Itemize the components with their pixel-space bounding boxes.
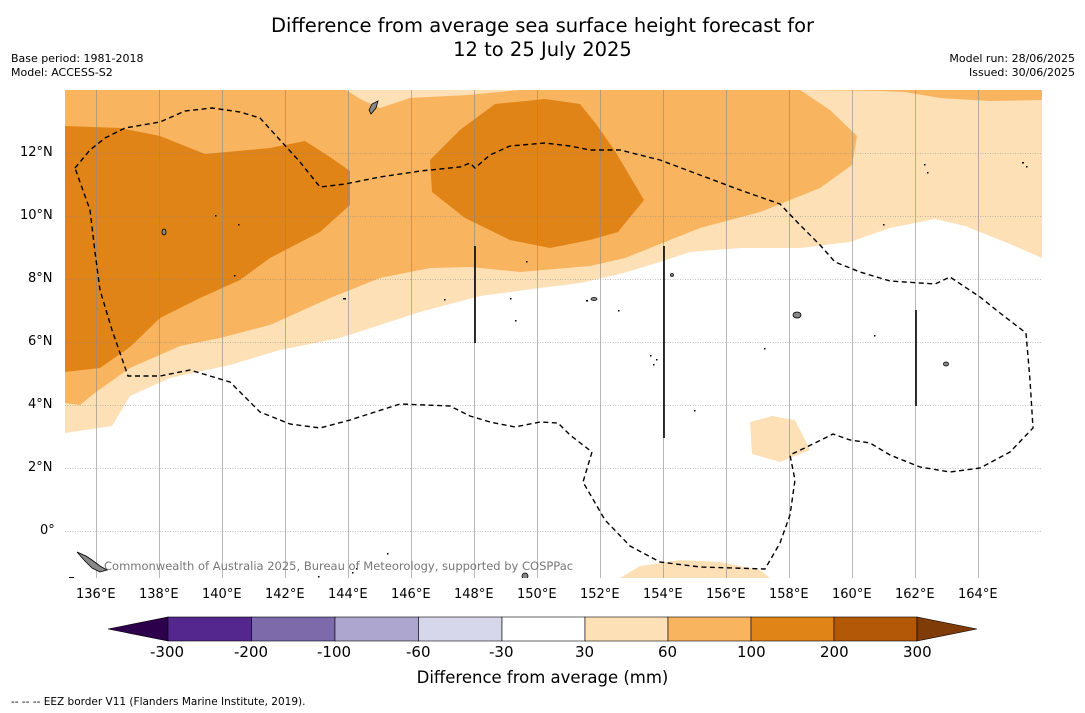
model-name: Model: ACCESS-S2 (11, 66, 113, 79)
meta-left: Base period: 1981-2018 Model: ACCESS-S2 (11, 52, 143, 80)
island-small-1 (161, 228, 167, 236)
cb-tick-m300: -300 (150, 643, 185, 661)
island-kosrae (943, 361, 949, 367)
islands (76, 100, 949, 578)
lat-tick-2n: 2°N (28, 460, 53, 475)
lon-tick-158e: 158°E (769, 587, 809, 602)
cb-tick-100: 100 (737, 643, 766, 661)
colorbar-bin-6 (584, 616, 669, 642)
title-line-1: Difference from average sea surface heig… (270, 14, 815, 37)
colorbar-bin-8 (750, 616, 835, 642)
cb-tick-30: 30 (575, 643, 595, 661)
island-manus (521, 572, 529, 578)
island-new-guinea (76, 551, 109, 573)
model-run: Model run: 28/06/2025 (949, 52, 1075, 65)
island-pohnpei (792, 311, 802, 319)
colorbar-extend-low (107, 616, 169, 642)
lon-tick-160e: 160°E (832, 587, 872, 602)
attribution: Commonwealth of Australia 2025, Bureau o… (104, 559, 574, 573)
band-30-60-patch-east (750, 416, 810, 462)
colorbar-extend-high (916, 616, 978, 642)
band-100-200 (65, 126, 350, 372)
lon-tick-162e: 162°E (895, 587, 935, 602)
lon-tick-146e: 146°E (391, 587, 431, 602)
lon-tick-152e: 152°E (580, 587, 620, 602)
lon-tick-164e: 164°E (958, 587, 998, 602)
colorbar-bin-2 (251, 616, 336, 642)
island-small-3 (670, 273, 674, 277)
footnote: -- -- -- EEZ border V11 (Flanders Marine… (11, 696, 306, 708)
colorbar-bin-1 (167, 616, 252, 642)
lat-tick-4n: 4°N (28, 397, 53, 412)
colorbar-bin-3 (334, 616, 419, 642)
band-30-60-patch-south (620, 560, 770, 578)
island-guam (368, 100, 379, 115)
base-period: Base period: 1981-2018 (11, 52, 144, 65)
lat-tick-0: 0° (40, 523, 55, 538)
title-line-2: 12 to 25 July 2025 (453, 38, 632, 61)
lon-tick-142e: 142°E (265, 587, 305, 602)
lon-tick-156e: 156°E (706, 587, 746, 602)
colorbar-bin-4 (418, 616, 503, 642)
lon-tick-150e: 150°E (517, 587, 557, 602)
graticule (65, 90, 1042, 578)
lat-tick-8n: 8°N (28, 271, 53, 286)
lat-tick-10n: 10°N (20, 208, 53, 223)
cb-tick-m30: -30 (489, 643, 514, 661)
band-100-200-north (430, 99, 644, 248)
lon-tick-136e: 136°E (76, 587, 116, 602)
cb-tick-m100: -100 (317, 643, 352, 661)
chart-title: Difference from average sea surface heig… (0, 14, 1085, 62)
lon-tick-140e: 140°E (202, 587, 242, 602)
lon-tick-138e: 138°E (139, 587, 179, 602)
lon-tick-148e: 148°E (454, 587, 494, 602)
cb-tick-m60: -60 (406, 643, 431, 661)
issued-date: Issued: 30/06/2025 (968, 66, 1075, 79)
eez-border-fsm (74, 107, 1034, 570)
cb-tick-200: 200 (820, 643, 849, 661)
reference-lines (474, 246, 917, 438)
cb-tick-60: 60 (658, 643, 678, 661)
meta-right: Model run: 28/06/2025 Issued: 30/06/2025 (949, 52, 1075, 80)
lon-tick-154e: 154°E (643, 587, 683, 602)
atolls (69, 162, 1028, 578)
colorbar-bin-9 (833, 616, 918, 642)
colorbar-bin-5 (501, 616, 586, 642)
colorbar-label: Difference from average (mm) (416, 668, 669, 687)
cb-tick-m200: -200 (234, 643, 269, 661)
band-30-60-patch-north (346, 90, 520, 108)
map-area (65, 90, 1042, 578)
island-small-2 (590, 297, 598, 301)
lat-tick-6n: 6°N (28, 334, 53, 349)
cb-tick-300: 300 (903, 643, 932, 661)
colorbar-bin-7 (667, 616, 752, 642)
lon-tick-144e: 144°E (328, 587, 368, 602)
lat-tick-12n: 12°N (20, 145, 53, 160)
